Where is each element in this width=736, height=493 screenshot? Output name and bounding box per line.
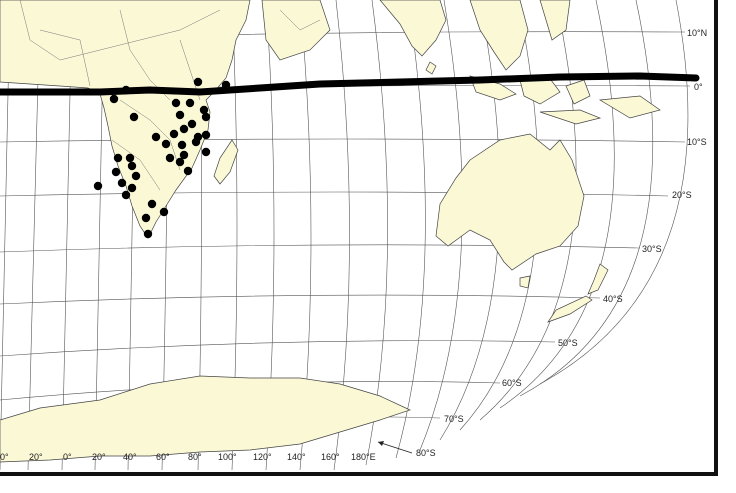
lat-label-0: 0°	[694, 82, 703, 92]
lon-label: 20°	[92, 452, 106, 462]
longitude-labels: 0° 20° 0° 20° 40° 60° 80° 100° 120° 140°…	[0, 452, 376, 462]
lon-label: 140°	[287, 452, 306, 462]
marker	[143, 229, 153, 239]
lat-label-80s: 80°S	[416, 448, 436, 458]
marker	[193, 77, 203, 87]
marker	[121, 190, 131, 200]
southeast-asia-landmass	[469, 0, 661, 125]
latitude-labels: 10°N 0° 10°S 20°S 30°S 40°S 50°S 60°S 70…	[416, 28, 707, 458]
marker	[175, 110, 185, 120]
occurrence-markers	[93, 77, 231, 239]
lon-label: 100°	[218, 452, 237, 462]
marker	[199, 105, 209, 115]
marker	[127, 161, 137, 171]
marker	[125, 153, 135, 163]
lat-label-60s: 60°S	[502, 378, 522, 388]
lat-label-70s: 70°S	[444, 414, 464, 424]
sri-lanka	[425, 61, 437, 75]
marker	[191, 137, 201, 147]
marker	[165, 153, 175, 163]
india-landmass	[379, 0, 447, 57]
marker	[175, 157, 185, 167]
arabia-landmass	[261, 0, 331, 61]
marker	[159, 207, 169, 217]
lon-label: 180°E	[351, 452, 376, 462]
map-frame: 10°N 0° 10°S 20°S 30°S 40°S 50°S 60°S 70…	[0, 0, 718, 476]
lon-label: 60°	[156, 452, 170, 462]
marker	[179, 150, 189, 160]
marker	[179, 124, 189, 134]
lat-label-40s: 40°S	[603, 294, 623, 304]
tasmania	[519, 275, 531, 289]
lat-label-20s: 20°S	[672, 190, 692, 200]
africa-landmass	[0, 0, 251, 239]
marker	[169, 129, 179, 139]
marker	[161, 139, 171, 149]
marker	[121, 85, 131, 95]
marker	[93, 181, 103, 191]
lon-label: 40°	[123, 452, 137, 462]
antarctica-landmass	[0, 375, 411, 463]
lon-label: 20°	[29, 452, 43, 462]
lon-label: 160°	[321, 452, 340, 462]
marker	[109, 94, 119, 104]
marker	[201, 147, 211, 157]
madagascar-landmass	[213, 139, 239, 185]
lat-label-10s: 10°S	[687, 137, 707, 147]
marker	[141, 213, 151, 223]
marker	[151, 132, 161, 142]
marker	[117, 178, 127, 188]
marker	[131, 171, 141, 181]
marker	[185, 98, 195, 108]
marker	[147, 199, 157, 209]
map-canvas: 10°N 0° 10°S 20°S 30°S 40°S 50°S 60°S 70…	[0, 0, 707, 471]
lon-label: 80°	[188, 452, 202, 462]
lat-label-50s: 50°S	[558, 338, 578, 348]
marker	[201, 130, 211, 140]
marker	[111, 167, 121, 177]
marker	[127, 183, 137, 193]
marker	[187, 119, 197, 129]
lon-label: 0°	[0, 452, 9, 462]
marker	[183, 166, 193, 176]
equator-drawn-line	[0, 72, 700, 96]
lon-label: 120°	[253, 452, 272, 462]
marker	[177, 140, 187, 150]
australia-landmass	[435, 133, 585, 271]
lat-label-30s: 30°S	[642, 244, 662, 254]
marker	[221, 80, 231, 90]
new-zealand	[587, 263, 609, 295]
marker	[171, 98, 181, 108]
lat-label-10n: 10°N	[687, 28, 707, 38]
marker	[201, 112, 211, 122]
marker	[129, 112, 139, 122]
lon-label: 0°	[63, 452, 72, 462]
marker	[113, 153, 123, 163]
